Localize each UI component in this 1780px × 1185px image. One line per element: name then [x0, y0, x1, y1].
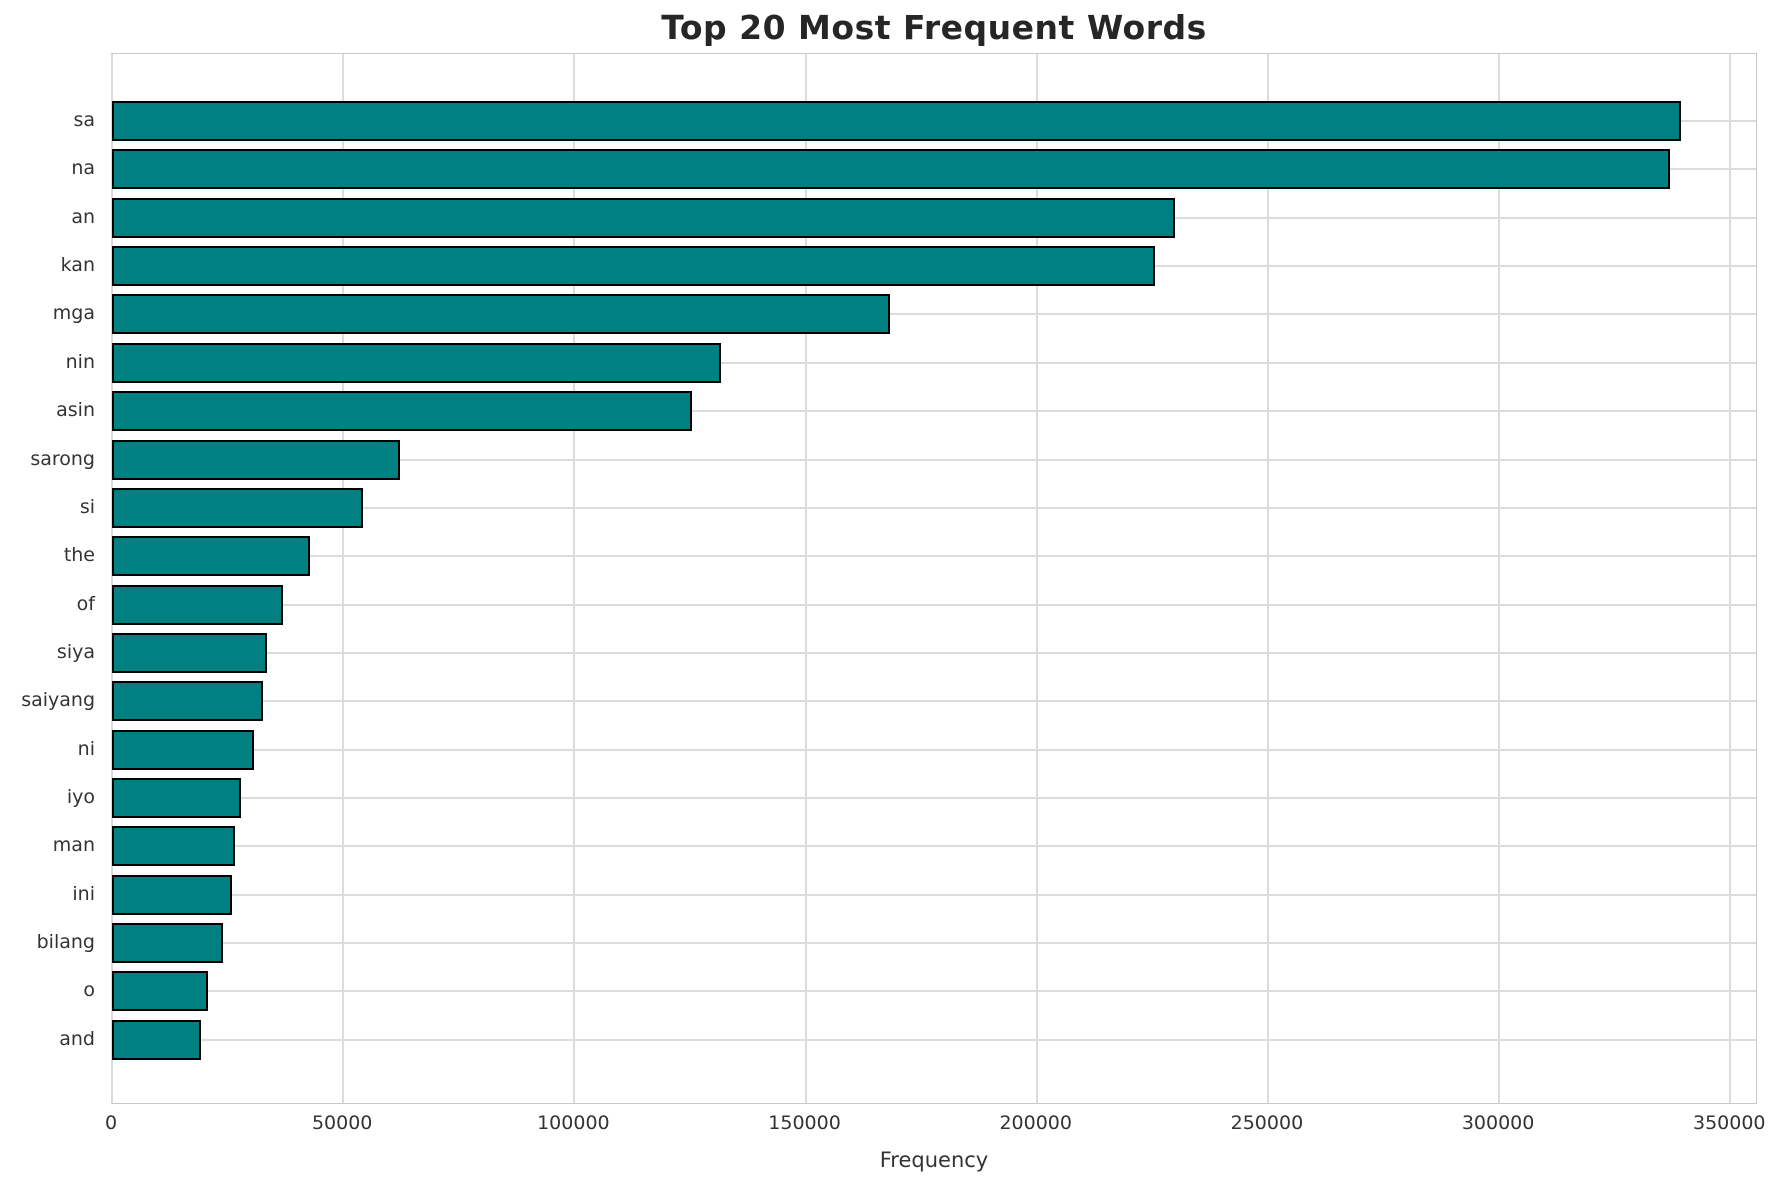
bar-si: [112, 487, 363, 528]
vertical-gridline: [1266, 54, 1269, 1103]
category-label-nin: nin: [65, 350, 95, 373]
x-tick-label: 250000: [1230, 1112, 1304, 1134]
y-axis-labels: sa na an kan mga nin asin sarong si the of siya saiy…: [0, 53, 95, 1104]
horizontal-gridline: [112, 410, 1756, 413]
horizontal-gridline: [112, 942, 1756, 945]
vertical-gridline: [1729, 54, 1732, 1103]
plot-area: [111, 53, 1757, 1104]
category-label-man: man: [52, 834, 95, 857]
bar-mga: [112, 294, 890, 335]
category-label-sa: sa: [73, 109, 95, 131]
horizontal-gridline: [112, 555, 1756, 558]
bar-ini: [112, 874, 233, 915]
bar-of: [112, 584, 283, 625]
bar-and: [112, 1019, 202, 1060]
category-label-siya: siya: [56, 640, 95, 663]
x-axis-label: Frequency: [879, 1148, 989, 1172]
category-label-asin: asin: [56, 399, 95, 422]
category-label-of: of: [76, 592, 95, 615]
bar-siya: [112, 632, 268, 673]
bar-o: [112, 971, 209, 1012]
bar-na: [112, 149, 1671, 190]
vertical-gridline: [804, 54, 807, 1103]
horizontal-gridline: [112, 361, 1756, 364]
bar-man: [112, 826, 236, 867]
horizontal-gridline: [112, 845, 1756, 848]
bar-saiyang: [112, 681, 264, 722]
bar-iyo: [112, 778, 241, 819]
category-label-kan: kan: [60, 254, 95, 277]
category-label-the: the: [63, 544, 95, 567]
x-tick-label: 300000: [1461, 1112, 1535, 1134]
bar-sarong: [112, 439, 401, 480]
category-label-saiyang: saiyang: [21, 689, 95, 712]
category-label-iyo: iyo: [66, 786, 95, 809]
x-tick-label: 0: [104, 1112, 118, 1134]
horizontal-gridline: [112, 313, 1756, 316]
bar-an: [112, 197, 1175, 238]
horizontal-gridline: [112, 700, 1756, 703]
horizontal-gridline: [112, 506, 1756, 509]
bar-kan: [112, 246, 1156, 287]
vertical-gridline: [342, 54, 345, 1103]
category-label-an: an: [71, 205, 95, 228]
category-label-si: si: [79, 495, 95, 518]
horizontal-gridline: [112, 797, 1756, 800]
horizontal-gridline: [112, 748, 1756, 751]
x-tick-label: 150000: [768, 1112, 841, 1134]
bar-ni: [112, 729, 255, 770]
horizontal-gridline: [112, 1038, 1756, 1041]
x-tick-label: 200000: [999, 1112, 1072, 1134]
vertical-gridline: [1498, 54, 1501, 1103]
category-label-na: na: [71, 157, 95, 180]
bar-the: [112, 536, 311, 577]
bar-nin: [112, 342, 722, 383]
x-tick-label: 100000: [537, 1112, 610, 1134]
bar-sa: [112, 101, 1682, 141]
category-label-ini: ini: [72, 882, 95, 905]
horizontal-gridline: [112, 651, 1756, 654]
category-label-mga: mga: [52, 302, 95, 325]
horizontal-gridline: [112, 990, 1756, 993]
vertical-gridline: [573, 54, 576, 1103]
horizontal-gridline: [112, 893, 1756, 896]
bar-asin: [112, 391, 693, 432]
category-label-ni: ni: [77, 737, 95, 760]
category-label-bilang: bilang: [36, 931, 95, 954]
vertical-gridline: [111, 54, 113, 1103]
category-label-sarong: sarong: [30, 447, 95, 470]
vertical-gridline: [1035, 54, 1038, 1103]
category-label-o: o: [83, 979, 95, 1002]
x-axis-ticks: 0 50000 100000 150000 200000 250000 300000 3500…: [105, 1112, 1766, 1138]
horizontal-gridline: [112, 603, 1756, 606]
horizontal-gridline: [112, 458, 1756, 461]
category-label-and: and: [59, 1027, 95, 1050]
x-tick-label: 50000: [311, 1112, 373, 1134]
bar-bilang: [112, 923, 223, 964]
chart-title: Top 20 Most Frequent Words: [661, 8, 1207, 47]
x-tick-label: 350000: [1692, 1112, 1766, 1134]
